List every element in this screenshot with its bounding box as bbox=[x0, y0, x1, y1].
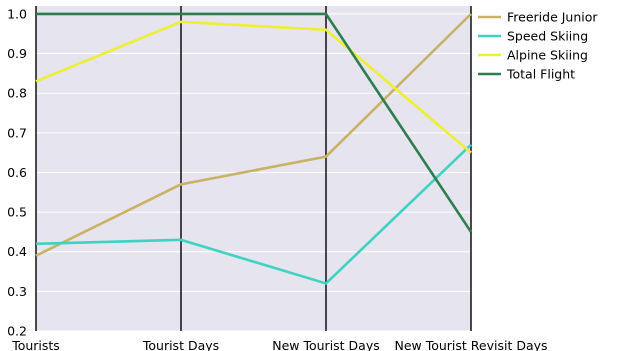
legend-label: Speed Skiing bbox=[507, 29, 588, 44]
series-line bbox=[35, 20, 472, 154]
y-tick-label: 0.4 bbox=[7, 244, 27, 259]
x-category-labels: Tourists Tourist Days New Tourist Days New … bbox=[11, 338, 547, 351]
legend-label: Alpine Skiing bbox=[507, 48, 588, 63]
series-line bbox=[35, 13, 472, 257]
y-tick-labels: 0.2 0.3 0.4 0.5 0.6 0.7 0.8 0.9 1.0 bbox=[7, 6, 27, 338]
y-tick-label: 0.7 bbox=[7, 125, 27, 140]
x-category-label: Tourist Days bbox=[142, 338, 219, 351]
plot-area bbox=[36, 6, 471, 331]
y-tick-label: 0.9 bbox=[7, 46, 27, 61]
y-tick-label: 0.2 bbox=[7, 324, 27, 339]
y-tick-label: 0.8 bbox=[7, 86, 27, 101]
series-line bbox=[36, 12, 473, 233]
x-category-label: New Tourist Revisit Days bbox=[394, 338, 547, 351]
y-tick-label: 0.6 bbox=[7, 165, 27, 180]
x-category-label: Tourists bbox=[11, 338, 60, 351]
x-category-label: New Tourist Days bbox=[272, 338, 380, 351]
series-line bbox=[35, 143, 472, 285]
y-tick-label: 0.3 bbox=[7, 284, 27, 299]
series-lines bbox=[35, 12, 473, 285]
vertical-axes bbox=[35, 6, 472, 331]
y-tick-label: 1.0 bbox=[7, 6, 27, 21]
legend-label: Total Flight bbox=[506, 67, 575, 82]
y-tick-label: 0.5 bbox=[7, 205, 27, 220]
legend-label: Freeride Junior bbox=[507, 10, 598, 25]
legend: Freeride Junior Speed Skiing Alpine Skiing… bbox=[478, 10, 598, 82]
